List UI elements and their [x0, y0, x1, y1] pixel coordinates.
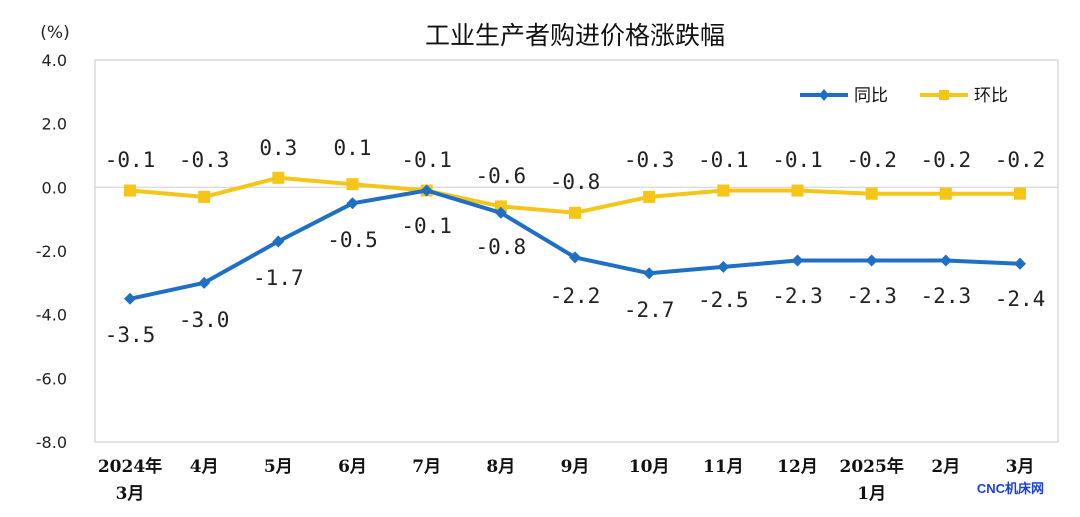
- data-label: -0.5: [327, 228, 378, 252]
- x-tick-label: 6月: [338, 457, 367, 477]
- data-label: -0.1: [105, 148, 156, 172]
- legend: 同比 环比: [800, 86, 1008, 106]
- series-point: [569, 206, 581, 219]
- legend-marker: [939, 90, 949, 100]
- y-tick-label: -2.0: [36, 242, 67, 261]
- data-label: -0.1: [698, 148, 749, 172]
- y-axis-unit: (%): [40, 23, 69, 43]
- x-tick-label: 3月: [1006, 457, 1035, 477]
- data-label: -3.0: [179, 308, 230, 332]
- series-point: [1014, 187, 1026, 200]
- data-label: -2.7: [624, 298, 675, 322]
- data-label: -0.3: [179, 148, 230, 172]
- plot-area: [94, 59, 1059, 443]
- series-point: [569, 251, 581, 264]
- x-axis-ticks: 2024年 3月 4月 5月 6月 7月 8月 9月 10月 11月 12月 2025年 1月 2月 3月: [98, 456, 1035, 504]
- legend-marker: [819, 89, 829, 101]
- data-label: 0.1: [334, 136, 372, 160]
- y-tick-label: 2.0: [42, 115, 67, 134]
- data-label: -0.8: [550, 170, 601, 194]
- series-point: [198, 276, 211, 289]
- x-tick-label: 2025年 1月: [840, 456, 904, 504]
- series-point: [198, 190, 211, 203]
- y-tick-label: -4.0: [36, 306, 67, 325]
- series-point: [124, 184, 136, 197]
- series-point: [643, 190, 656, 203]
- data-label: -0.1: [401, 148, 452, 172]
- y-tick-label: 0.0: [42, 178, 67, 197]
- data-label: 0.3: [259, 136, 297, 160]
- x-tick-label: 11月: [703, 457, 744, 477]
- series-point: [717, 260, 730, 273]
- data-label: -0.2: [995, 148, 1046, 172]
- data-label: -0.8: [476, 235, 527, 259]
- x-tick-label: 2月: [931, 457, 960, 477]
- data-label: -1.7: [253, 266, 304, 290]
- y-tick-label: -8.0: [36, 433, 67, 452]
- series-point: [865, 254, 878, 267]
- series-point: [420, 184, 433, 197]
- data-label: -0.2: [846, 148, 897, 172]
- series-point: [272, 171, 285, 184]
- data-label: -0.1: [401, 214, 452, 238]
- data-label: -2.5: [698, 288, 749, 312]
- series-point: [939, 187, 952, 200]
- x-tick-label: 2024年 3月: [98, 456, 162, 504]
- chart-title: 工业生产者购进价格涨跌幅: [425, 21, 725, 50]
- data-label: -0.2: [921, 148, 972, 172]
- x-tick-label: 8月: [486, 457, 515, 477]
- data-label: -0.1: [772, 148, 823, 172]
- series-point: [272, 235, 285, 248]
- y-axis-ticks: 4.0 2.0 0.0 -2.0 -4.0 -6.0 -8.0: [36, 51, 67, 452]
- x-tick-label: 10月: [629, 457, 670, 477]
- series-point: [124, 292, 136, 305]
- data-labels: -0.1 -0.3 0.3 0.1 -0.1 -0.6 -0.8 -0.3 -0.1 -0.1 -0…: [105, 136, 1046, 347]
- watermark-text: CNC机床网: [976, 481, 1044, 496]
- data-label: -3.5: [105, 323, 156, 347]
- x-tick-label: 5月: [264, 457, 293, 477]
- data-label: -0.6: [476, 164, 527, 188]
- x-tick-label: 9月: [561, 457, 590, 477]
- y-tick-label: -6.0: [36, 369, 67, 388]
- series-point: [791, 254, 804, 267]
- series-point: [791, 184, 804, 197]
- series-point: [346, 178, 359, 191]
- series-group: [124, 171, 1026, 305]
- series-point: [494, 206, 507, 219]
- series-point: [643, 267, 656, 280]
- series-point: [717, 184, 730, 197]
- legend-label: 环比: [974, 86, 1008, 106]
- x-tick-label: 7月: [412, 457, 441, 477]
- legend-label: 同比: [854, 86, 888, 106]
- data-label: -2.2: [550, 284, 601, 308]
- series-point: [494, 200, 507, 213]
- data-label: -2.3: [772, 284, 823, 308]
- series-point: [939, 254, 952, 267]
- series-point: [346, 197, 359, 210]
- data-label: -2.4: [995, 287, 1046, 311]
- x-tick-label: 4月: [190, 457, 219, 477]
- data-label: -2.3: [921, 284, 972, 308]
- x-tick-label: 12月: [777, 457, 818, 477]
- y-tick-label: 4.0: [42, 51, 67, 70]
- data-label: -2.3: [846, 284, 897, 308]
- data-label: -0.3: [624, 148, 675, 172]
- series-point: [1014, 257, 1026, 270]
- series-point: [865, 187, 878, 200]
